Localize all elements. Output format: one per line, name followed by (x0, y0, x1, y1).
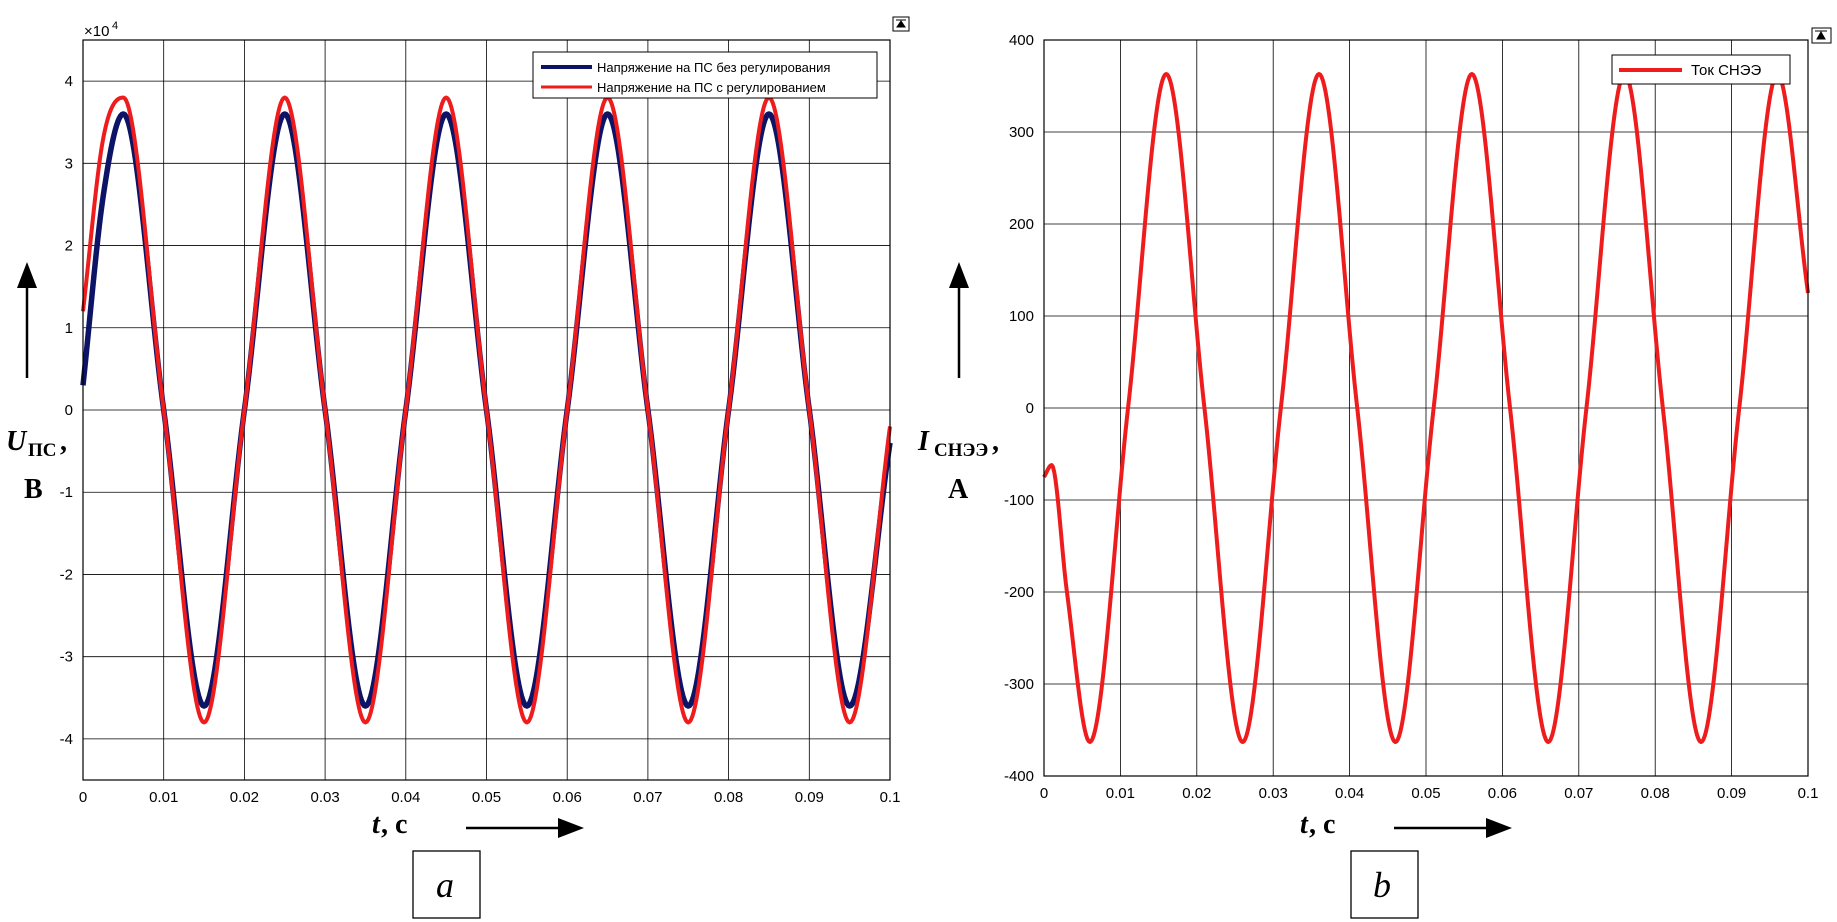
y-tick-label: 200 (1009, 216, 1034, 233)
chart-a: ×10 4 0 0.01 0.02 0.03 0.04 0.05 0.06 0.07 0.08 0… (6, 16, 910, 919)
y-tick-label: 0 (65, 402, 73, 419)
chart-b-y-label: I СНЭЭ , А (917, 262, 999, 505)
chart-a-panel-box (412, 850, 481, 919)
series-line-a-1 (81, 95, 892, 725)
x-tick-label: 0.07 (633, 789, 662, 806)
y-tick-label: 2 (65, 238, 73, 255)
chart-b-xlabel-unit: , с (1309, 809, 1335, 840)
y-tick-label: 3 (65, 155, 73, 172)
chart-b-dock-arrow-icon (1815, 30, 1827, 40)
chart-b-ylabel-unit: А (948, 474, 969, 505)
x-tick-label: 0.08 (1641, 785, 1670, 802)
y-tick-label: -3 (60, 649, 73, 666)
x-tick-label: 0.08 (714, 789, 743, 806)
y-tick-label: -2 (60, 566, 73, 583)
y-tick-label: 100 (1009, 308, 1034, 325)
x-tick-label: 0 (79, 789, 87, 806)
series-line-b-0 (1042, 72, 1810, 744)
y-tick-label: 400 (1009, 32, 1034, 49)
chart-a-plot-area (82, 39, 891, 781)
chart-b-legend: Ток СНЭЭ (1611, 54, 1791, 85)
legend-label-a-0: Напряжение на ПС без регулирования (597, 60, 830, 75)
y-tick-label: -300 (1004, 676, 1034, 693)
x-tick-label: 0.06 (553, 789, 582, 806)
chart-a-xlabel-var: t (372, 809, 381, 840)
x-tick-label: 0.09 (1717, 785, 1746, 802)
chart-a-exponent-base: ×10 (84, 23, 109, 40)
chart-a-legend: Напряжение на ПС без регулирования Напря… (532, 51, 878, 99)
chart-a-ylabel-comma: , (60, 426, 67, 457)
chart-a-ylabel-sub: ПС (28, 440, 57, 461)
x-tick-label: 0.03 (1259, 785, 1288, 802)
y-tick-label: -4 (60, 731, 73, 748)
x-tick-label: 0.06 (1488, 785, 1517, 802)
x-tick-label: 0.03 (310, 789, 339, 806)
chart-b-panel-box (1350, 850, 1419, 919)
chart-b-x-label: t , с (1300, 809, 1512, 840)
x-tick-label: 0.02 (1182, 785, 1211, 802)
chart-b-panel-label: b (1373, 865, 1391, 905)
chart-a-panel-label: a (436, 865, 454, 905)
y-tick-label: -100 (1004, 492, 1034, 509)
chart-b-xlabel-var: t (1300, 809, 1309, 840)
y-tick-label: 1 (65, 320, 73, 337)
x-tick-label: 0.09 (795, 789, 824, 806)
chart-b: 0 0.01 0.02 0.03 0.04 0.05 0.06 0.07 0.08 0.09 0.1… (917, 27, 1832, 919)
chart-b-plot-area (1043, 39, 1809, 777)
x-tick-label: 0.01 (149, 789, 178, 806)
chart-a-x-label: t , с (372, 809, 584, 840)
chart-a-ylabel-main: U (6, 426, 28, 457)
chart-a-dock-arrow-icon (896, 19, 906, 28)
chart-a-exponent-power: 4 (112, 20, 118, 32)
x-tick-label: 0.01 (1106, 785, 1135, 802)
legend-label-b-0: Ток СНЭЭ (1691, 62, 1762, 79)
chart-b-ylabel-comma: , (992, 426, 999, 457)
y-tick-label: 0 (1026, 400, 1034, 417)
x-tick-label: 0.1 (1798, 785, 1819, 802)
chart-a-ylabel-unit: В (24, 474, 43, 505)
chart-a-y-label: U ПС , В (6, 262, 67, 505)
y-tick-label: -1 (60, 484, 73, 501)
x-tick-label: 0.02 (230, 789, 259, 806)
y-tick-label: 300 (1009, 124, 1034, 141)
y-tick-label: -200 (1004, 584, 1034, 601)
chart-b-ylabel-main: I (917, 426, 930, 457)
chart-a-xlabel-unit: , с (381, 809, 407, 840)
x-tick-label: 0.05 (1411, 785, 1440, 802)
x-tick-label: 0.07 (1564, 785, 1593, 802)
y-tick-label: 4 (65, 73, 73, 90)
chart-b-ylabel-sub: СНЭЭ (934, 440, 988, 461)
x-tick-label: 0.04 (391, 789, 420, 806)
legend-label-a-1: Напряжение на ПС с регулированием (597, 80, 826, 95)
x-tick-label: 0 (1040, 785, 1048, 802)
y-tick-label: -400 (1004, 768, 1034, 785)
x-tick-label: 0.1 (880, 789, 901, 806)
x-tick-label: 0.04 (1335, 785, 1364, 802)
x-tick-label: 0.05 (472, 789, 501, 806)
